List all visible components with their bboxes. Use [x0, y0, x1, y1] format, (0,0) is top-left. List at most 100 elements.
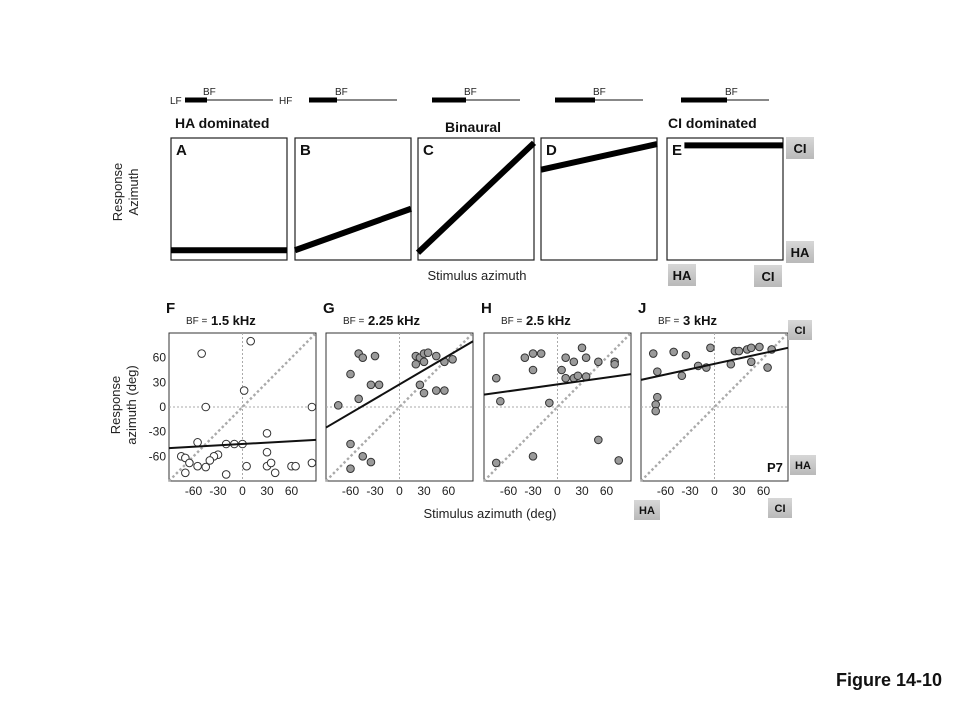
bf-label: BF	[725, 87, 738, 98]
x-tick-label: 0	[554, 484, 561, 498]
data-point	[370, 351, 380, 361]
data-point	[374, 380, 384, 390]
figure-label: Figure 14-10	[836, 670, 942, 690]
tag-ci-top-label: CI	[794, 141, 807, 156]
data-point	[181, 468, 190, 478]
x-tick-label: 30	[732, 484, 746, 498]
y-tick-label: 0	[159, 400, 166, 414]
x-tick-label: -30	[681, 484, 699, 498]
data-point	[561, 353, 570, 362]
data-point	[536, 349, 546, 358]
data-point	[614, 456, 624, 465]
data-point	[734, 346, 744, 356]
data-point	[346, 369, 355, 379]
x-tick-label: -60	[342, 484, 360, 498]
scatter-panel-g: -60 -30 0 30 60 G BF = 2.25 kHz	[323, 300, 474, 498]
bf-label: BF	[464, 87, 477, 98]
data-point	[669, 347, 678, 357]
tag-ha-bottom-bottom-row: HA	[634, 500, 660, 520]
bf-label: BF	[203, 87, 216, 98]
data-point	[366, 457, 376, 467]
schematic-panel-a: A BF	[170, 87, 288, 261]
data-point	[440, 386, 449, 395]
panel-letter: B	[300, 142, 311, 159]
y-tick-label: 30	[153, 375, 167, 389]
x-tick-label: -30	[209, 484, 227, 498]
x-tick-label: -60	[500, 484, 518, 498]
data-point	[266, 458, 276, 468]
x-tick-label: -60	[657, 484, 675, 498]
scatter-panel-h: -60 -30 0 30 60 H BF = 2.5 kHz	[481, 300, 632, 498]
bf-prefix-label: BF =	[658, 316, 680, 327]
data-point	[448, 355, 457, 364]
panel-letter: F	[166, 300, 175, 317]
data-point	[594, 435, 603, 445]
data-point	[610, 359, 619, 369]
bf-prefix-label: BF =	[186, 316, 208, 327]
scatter-panel-f: -60 -30 0 30 60 60 30 0 -30 -60 F BF = 1.5 kHz	[149, 300, 317, 498]
data-point	[307, 458, 317, 468]
data-point	[577, 343, 587, 353]
x-tick-label: 0	[396, 484, 403, 498]
data-point	[755, 342, 764, 352]
y-tick-label: -30	[149, 425, 167, 439]
data-point	[201, 402, 211, 412]
data-point	[239, 386, 249, 395]
hf-label: HF	[279, 96, 292, 107]
data-point	[681, 350, 691, 360]
bf-value-label: 1.5 kHz	[211, 313, 256, 328]
top-ylabel-line2: Azimuth	[126, 169, 141, 216]
bottom-row: Response azimuth (deg) -60 -30 0 30 6060300-…	[108, 300, 816, 521]
data-point	[185, 458, 194, 468]
data-point	[561, 373, 570, 383]
tag-ci-top-bottom-row: CI	[788, 320, 812, 340]
tag-ci-bottom-bottom-row-label: CI	[775, 503, 786, 515]
data-point	[205, 456, 215, 465]
data-point	[763, 363, 772, 372]
data-point	[648, 349, 658, 358]
data-point	[346, 464, 355, 473]
data-point	[366, 380, 376, 390]
data-point	[270, 468, 280, 478]
header-ci-dominated: CI dominated	[668, 115, 757, 131]
tag-ci-bottom-bottom-row: CI	[768, 498, 792, 518]
schematic-panel-d: D BF	[540, 87, 658, 261]
bf-value-label: 3 kHz	[683, 313, 717, 328]
tag-ci-top-bottom-row-label: CI	[795, 325, 806, 337]
x-tick-label: -30	[366, 484, 384, 498]
data-point	[653, 392, 662, 402]
bf-value-label: 2.25 kHz	[368, 313, 421, 328]
data-point	[262, 429, 272, 438]
tag-ha-right-bottom-row-label: HA	[795, 460, 811, 472]
x-tick-label: 0	[711, 484, 718, 498]
data-point	[431, 386, 441, 395]
data-point	[193, 438, 202, 447]
regression-fit-line	[483, 373, 632, 396]
data-point	[581, 353, 591, 362]
x-tick-label: 0	[239, 484, 246, 498]
data-point	[746, 343, 756, 353]
data-point	[594, 357, 603, 367]
data-point	[346, 439, 355, 449]
panel-letter: H	[481, 300, 492, 317]
data-point	[677, 371, 687, 381]
x-tick-label: 30	[575, 484, 589, 498]
schematic-frame	[294, 137, 412, 261]
x-tick-label: -60	[185, 484, 203, 498]
data-point	[491, 458, 501, 468]
tag-ha-bottom: HA	[668, 264, 696, 286]
data-point	[354, 394, 363, 404]
data-point	[242, 461, 251, 471]
x-tick-label: 30	[417, 484, 431, 498]
bf-prefix-label: BF =	[343, 316, 365, 327]
top-row: Response Azimuth HA dominated Binaural C…	[110, 87, 814, 287]
x-tick-label: 60	[757, 484, 771, 498]
data-point	[246, 336, 255, 346]
panel-letter: D	[546, 142, 557, 159]
schematic-frame	[666, 137, 784, 261]
data-point	[706, 343, 715, 353]
subject-label: P7	[767, 460, 783, 475]
data-point	[193, 461, 202, 471]
x-tick-label: 60	[285, 484, 299, 498]
